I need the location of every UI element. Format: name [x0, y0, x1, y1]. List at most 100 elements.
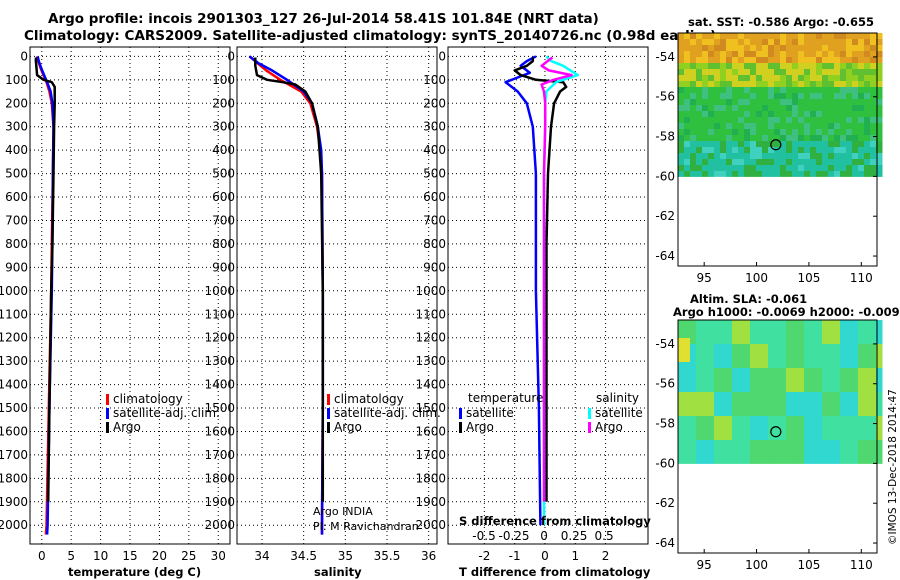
sst-map-frame — [677, 32, 878, 267]
tick-label-x-temp-2: 10 — [93, 549, 108, 563]
sla-tick-y-4: -62 — [655, 496, 675, 510]
legend-sal-1-label: satellite-adj. clim. — [334, 406, 441, 420]
imos-credit: ©IMOS 13-Dec-2018 2014:47 — [887, 389, 899, 545]
tick-label-y-sal-3: 300 — [212, 120, 235, 134]
tick-label-y-sal-2: 200 — [212, 96, 235, 110]
tick-label-y-diff-16: 1600 — [415, 424, 446, 438]
tick-label-y-diff-9: 900 — [423, 260, 446, 274]
legend-sal-1-swatch — [327, 408, 330, 419]
tick-label-y-diff-4: 400 — [423, 143, 446, 157]
tick-label-y-temp-14: 1400 — [0, 378, 28, 392]
sst-tick-y-5: -64 — [655, 249, 675, 263]
sst-tick-y-3: -60 — [655, 169, 675, 183]
tick-label-x-temp-0: 0 — [38, 549, 46, 563]
tick-label-y-sal-13: 1300 — [204, 354, 235, 368]
tick-label-y-diff-11: 1100 — [415, 307, 446, 321]
tick-label-y-diff-1: 100 — [423, 73, 446, 87]
sst-argo-position-marker — [770, 139, 782, 151]
xlabel-temperature: temperature (deg C) — [68, 565, 202, 579]
legend-sal-0-swatch — [327, 394, 330, 405]
tick-label-x-tdiff-2: 0 — [541, 549, 549, 563]
tick-label-y-temp-9: 900 — [5, 260, 28, 274]
legend-sal-2-swatch — [327, 422, 330, 433]
legend-diff-3-label: Argo — [595, 420, 623, 434]
legend-sal-2-label: Argo — [334, 420, 362, 434]
tick-label-y-temp-6: 600 — [5, 190, 28, 204]
figure-title-line2: Climatology: CARS2009. Satellite-adjuste… — [24, 28, 717, 44]
sst-tick-x-2: 105 — [797, 271, 820, 285]
tick-label-y-diff-6: 600 — [423, 190, 446, 204]
sst-tick-y-1: -56 — [655, 90, 675, 104]
sla-tick-y-2: -58 — [655, 417, 675, 431]
legend-temp-0-label: climatology — [113, 392, 183, 406]
legend-temp-2-swatch — [106, 422, 109, 433]
sla-tick-x-3: 110 — [850, 558, 873, 572]
tick-label-y-sal-0: 0 — [227, 49, 235, 63]
tick-label-x-sal-4: 36 — [421, 549, 436, 563]
legend-temp-1-swatch — [106, 408, 109, 419]
sla-tick-y-5: -64 — [655, 536, 675, 550]
series-line-diff-1 — [513, 57, 568, 502]
tick-label-y-diff-13: 1300 — [415, 354, 446, 368]
legend-diff-3-swatch — [588, 422, 591, 433]
tick-label-y-diff-19: 1900 — [415, 495, 446, 509]
legend-diff-1-label: Argo — [466, 420, 494, 434]
tick-label-x-temp-6: 30 — [211, 549, 226, 563]
tick-label-x-sal-2: 35 — [338, 549, 353, 563]
tick-label-y-temp-20: 2000 — [0, 518, 28, 532]
sst-tick-x-0: 95 — [697, 271, 712, 285]
credit-argo-india: Argo INDIA — [313, 505, 373, 518]
tick-label-y-sal-12: 1200 — [204, 331, 235, 345]
profile-panel-sal-frame — [236, 46, 438, 545]
tick-label-x-sal-3: 35.5 — [374, 549, 401, 563]
sst-map — [678, 33, 883, 266]
credit-pi: PI: M Ravichandran — [313, 520, 419, 533]
tick-label-y-diff-5: 500 — [423, 167, 446, 181]
tick-label-y-sal-16: 1600 — [204, 424, 235, 438]
tick-label-y-temp-12: 1200 — [0, 331, 28, 345]
sla-argo-position-marker — [770, 426, 782, 438]
tick-label-y-sal-15: 1500 — [204, 401, 235, 415]
tick-label-y-temp-3: 300 — [5, 120, 28, 134]
sla-tick-y-3: -60 — [655, 456, 675, 470]
tick-label-y-temp-7: 700 — [5, 213, 28, 227]
tick-label-y-temp-19: 1900 — [0, 495, 28, 509]
sla-tick-y-0: -54 — [655, 337, 675, 351]
sst-tick-y-0: -54 — [655, 50, 675, 64]
xlabel-salinity: salinity — [314, 565, 362, 579]
tick-label-y-sal-4: 400 — [212, 143, 235, 157]
legend-sal-0-label: climatology — [334, 392, 404, 406]
series-line-temp-2 — [34, 57, 56, 502]
tick-label-y-temp-11: 1100 — [0, 307, 28, 321]
tick-label-x-sdiff-0: -0.5 — [472, 529, 495, 543]
tick-label-y-temp-2: 200 — [5, 96, 28, 110]
sst-tick-x-1: 100 — [745, 271, 768, 285]
series-line-diff-3 — [540, 56, 573, 502]
tick-label-y-diff-10: 1000 — [415, 284, 446, 298]
tick-label-y-temp-16: 1600 — [0, 424, 28, 438]
sla-map — [678, 320, 883, 553]
sla-map-frame — [677, 319, 878, 554]
sla-tick-x-1: 100 — [745, 558, 768, 572]
tick-label-y-temp-8: 800 — [5, 237, 28, 251]
legend-diff-2-swatch — [588, 408, 591, 419]
tick-label-x-temp-5: 25 — [181, 549, 196, 563]
tick-label-y-temp-5: 500 — [5, 167, 28, 181]
tick-label-y-sal-18: 1800 — [204, 471, 235, 485]
tick-label-y-temp-4: 400 — [5, 143, 28, 157]
sla-tick-y-1: -56 — [655, 377, 675, 391]
tick-label-y-sal-5: 500 — [212, 167, 235, 181]
tick-label-y-diff-14: 1400 — [415, 378, 446, 392]
tick-label-x-tdiff-3: 1 — [571, 549, 579, 563]
tick-label-x-sdiff-4: 0.5 — [595, 529, 614, 543]
sla-map-title: Altim. SLA: -0.061 — [690, 292, 808, 306]
tick-label-x-sdiff-2: 0 — [540, 529, 548, 543]
tick-label-y-temp-17: 1700 — [0, 448, 28, 462]
tick-label-y-sal-6: 600 — [212, 190, 235, 204]
tick-label-y-temp-18: 1800 — [0, 471, 28, 485]
legend-diff-salinity-title: salinity — [596, 391, 639, 405]
tick-label-y-diff-12: 1200 — [415, 331, 446, 345]
legend-temp-1-label: satellite-adj. clim. — [113, 406, 220, 420]
sst-tick-y-4: -62 — [655, 209, 675, 223]
legend-diff-0-swatch — [459, 408, 462, 419]
